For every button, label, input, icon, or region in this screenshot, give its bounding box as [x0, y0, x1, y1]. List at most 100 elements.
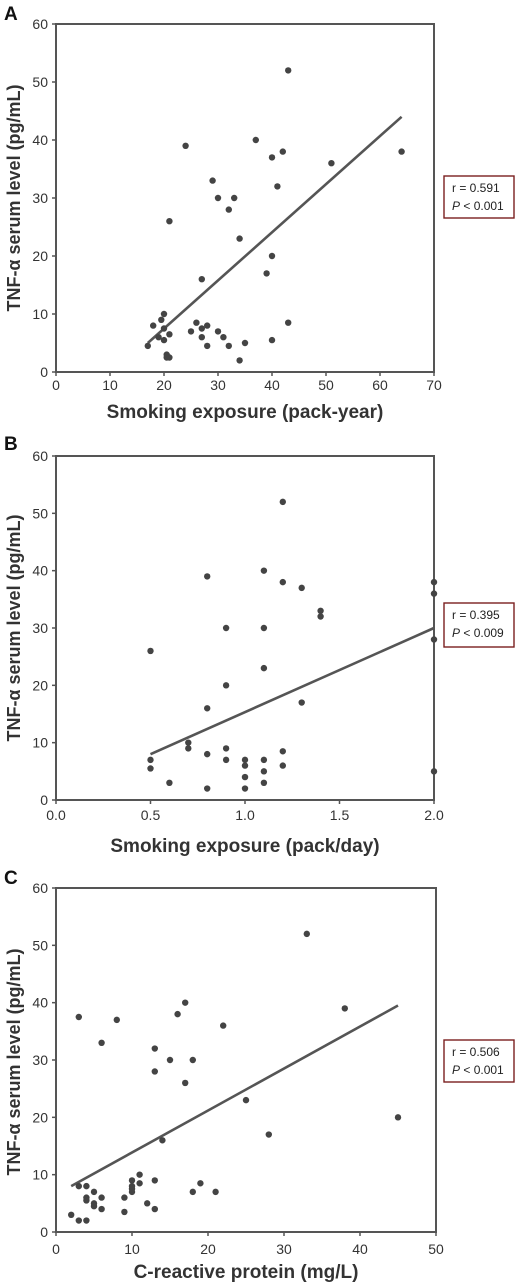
data-point: [75, 1182, 83, 1190]
stat-r: r = 0.395: [452, 608, 500, 622]
x-tick-label: 30: [276, 1241, 292, 1257]
data-point: [182, 999, 189, 1006]
stats-box: r = 0.591 P < 0.001: [443, 175, 515, 219]
data-point: [83, 1197, 90, 1204]
data-point: [268, 252, 276, 260]
data-point: [225, 206, 232, 213]
data-point: [160, 336, 168, 344]
data-point: [204, 785, 211, 792]
data-point: [121, 1208, 128, 1216]
data-point: [68, 1211, 75, 1219]
x-tick-label: 0.0: [46, 807, 66, 823]
x-axis-label: Smoking exposure (pack/day): [110, 836, 379, 857]
stats-box-border: [443, 175, 515, 219]
data-point: [214, 328, 222, 335]
data-point: [151, 1045, 158, 1052]
data-point: [263, 270, 270, 277]
data-point: [236, 357, 243, 364]
data-point: [298, 584, 305, 592]
x-tick-label: 70: [426, 377, 442, 393]
data-point: [265, 1131, 272, 1138]
data-point: [328, 160, 335, 167]
data-point: [147, 647, 154, 655]
x-tick-label: 40: [352, 1241, 368, 1257]
y-tick-label: 50: [32, 937, 48, 953]
data-point: [136, 1180, 143, 1187]
data-point: [285, 319, 292, 326]
chart-panel-c: C 0 10 20 30 40 50 60 0 10 20 30 40 50 C-reactive prot…: [4, 868, 515, 1283]
data-point: [151, 1068, 158, 1075]
x-tick-label: 50: [428, 1241, 444, 1257]
data-point: [204, 573, 211, 580]
data-point: [147, 756, 154, 764]
plot-frame: [55, 23, 435, 373]
data-point: [204, 705, 211, 712]
stat-p-value: < 0.001: [460, 199, 504, 213]
stat-p-symbol: P: [452, 199, 460, 213]
chart-panel-a: A 0 10 20 30 40 50 60 0 10 20 30 40 50 60 70 Smoking exp…: [4, 4, 515, 423]
data-point: [241, 773, 249, 781]
chart-panel-b: B 0 10 20 30 40 50 60 0.0 0.5 1.0 1.5 2.0 Smoking exp…: [4, 434, 515, 857]
data-point: [279, 498, 286, 506]
data-point: [209, 177, 216, 184]
y-tick-label: 60: [32, 16, 48, 32]
y-tick-label: 10: [32, 306, 48, 322]
y-tick-label: 0: [40, 364, 48, 380]
data-point: [303, 930, 310, 938]
y-tick-label: 40: [32, 995, 48, 1011]
data-point: [166, 1056, 174, 1064]
data-point: [241, 762, 249, 769]
stat-p-symbol: P: [452, 1063, 460, 1077]
data-point: [98, 1039, 105, 1047]
data-point: [185, 745, 192, 752]
data-point: [189, 1056, 196, 1064]
x-tick-label: 30: [210, 377, 226, 393]
data-point: [260, 624, 268, 632]
data-point: [225, 342, 232, 350]
data-point: [279, 748, 286, 755]
data-point: [252, 136, 259, 144]
data-point: [204, 750, 211, 758]
data-point: [242, 1096, 250, 1104]
data-point: [317, 607, 324, 614]
data-point: [222, 756, 230, 764]
data-point: [430, 590, 438, 597]
data-point: [260, 756, 268, 764]
data-point: [220, 1022, 227, 1029]
panel-letter: A: [4, 4, 18, 25]
data-point: [128, 1188, 136, 1196]
data-point: [204, 322, 211, 329]
regression-line: [149, 626, 435, 756]
data-point: [83, 1217, 90, 1224]
y-tick-label: 0: [40, 1224, 48, 1240]
data-point: [144, 342, 151, 350]
data-point: [260, 664, 268, 672]
data-point: [212, 1188, 219, 1196]
x-tick-label: 0: [52, 377, 60, 393]
y-tick-label: 30: [32, 190, 48, 206]
data-point: [394, 1114, 402, 1121]
data-point: [279, 148, 286, 155]
data-point: [220, 334, 227, 341]
data-point: [150, 322, 157, 329]
data-point: [279, 762, 286, 769]
x-tick-label: 50: [318, 377, 334, 393]
data-point: [317, 613, 324, 620]
data-point: [187, 328, 195, 335]
data-point: [222, 682, 230, 689]
stat-r: r = 0.591: [452, 181, 500, 195]
data-point: [274, 183, 281, 190]
y-tick-label: 10: [32, 1167, 48, 1183]
stat-p-value: < 0.009: [460, 626, 504, 640]
data-point: [166, 331, 173, 338]
y-tick-label: 50: [32, 74, 48, 90]
data-point: [341, 1005, 348, 1012]
y-tick-label: 30: [32, 620, 48, 636]
y-tick-label: 20: [32, 1109, 48, 1125]
stat-r: r = 0.506: [452, 1045, 500, 1059]
data-point: [241, 339, 249, 347]
plot-frame: [55, 455, 435, 801]
data-point: [155, 334, 162, 341]
data-point: [241, 756, 249, 764]
y-tick-label: 20: [32, 248, 48, 264]
